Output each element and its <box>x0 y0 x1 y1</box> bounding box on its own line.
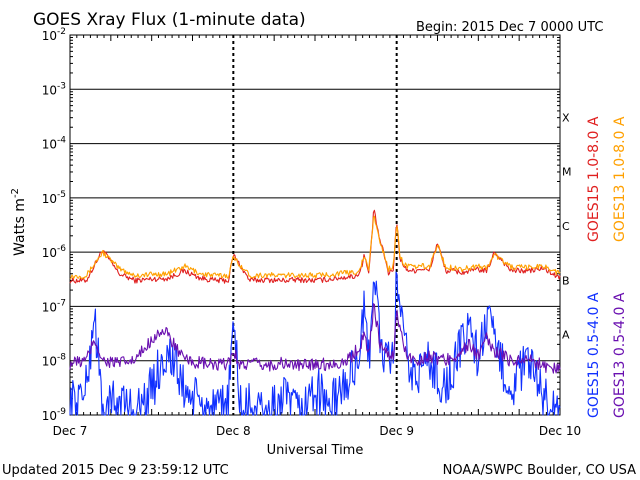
y-tick-label: 10-4 <box>42 136 67 152</box>
x-axis-ticks: Dec 7 Dec 8 Dec 9 Dec 10 <box>53 35 581 438</box>
y-tick-label: 10-9 <box>42 407 67 423</box>
y-tick-label: 10-3 <box>42 81 66 97</box>
x-tick-label: Dec 8 <box>216 424 251 438</box>
series-group <box>69 209 561 416</box>
x-axis-label: Universal Time <box>267 443 364 458</box>
y-tick-base: 10 <box>42 83 57 97</box>
y-tick-exp: -7 <box>57 298 66 308</box>
legend-goes13-long: GOES13 1.0-8.0 A <box>612 116 628 242</box>
y-tick-label: 10-2 <box>42 27 66 43</box>
x-tick-label: Dec 10 <box>539 424 581 438</box>
grid <box>70 35 560 415</box>
y-tick-base: 10 <box>42 300 57 314</box>
y-tick-exp: -6 <box>57 244 66 254</box>
flare-class-label: A <box>562 329 570 342</box>
y-tick-label: 10-6 <box>42 244 67 260</box>
flare-class-label: M <box>562 166 572 179</box>
y-tick-base: 10 <box>42 355 57 369</box>
y-tick-exp: -4 <box>57 136 66 146</box>
flare-class-label: C <box>562 220 570 233</box>
updated-time: Updated 2015 Dec 9 23:59:12 UTC <box>2 463 229 478</box>
y-tick-exp: -3 <box>57 81 66 91</box>
x-tick-label: Dec 9 <box>379 424 414 438</box>
y-tick-base: 10 <box>42 29 57 43</box>
y-tick-base: 10 <box>42 138 57 152</box>
flare-class-labels: X M C B A <box>562 111 572 341</box>
legend-goes15-short: GOES15 0.5-4.0 A <box>586 292 602 418</box>
series-line-4 <box>69 303 561 374</box>
chart-title: GOES Xray Flux (1-minute data) <box>33 10 306 30</box>
flare-class-label: X <box>562 111 570 124</box>
y-tick-label: 10-5 <box>42 190 66 206</box>
legend-goes13-short: GOES13 0.5-4.0 A <box>612 292 628 418</box>
y-axis-label-text: Watts m <box>12 198 28 256</box>
y-axis-label-exp: -2 <box>10 188 21 198</box>
y-tick-base: 10 <box>42 192 57 206</box>
y-axis-ticks: 10-210-310-410-510-610-710-810-9 <box>42 27 560 423</box>
y-tick-base: 10 <box>42 409 57 423</box>
x-tick-label: Dec 7 <box>53 424 88 438</box>
y-axis-label: Watts m-2 <box>10 188 28 256</box>
begin-time: Begin: 2015 Dec 7 0000 UTC <box>416 20 603 35</box>
y-tick-exp: -8 <box>57 353 66 363</box>
plot-area <box>69 34 561 416</box>
y-tick-exp: -2 <box>57 27 66 37</box>
y-tick-label: 10-7 <box>42 298 66 314</box>
series-line-3 <box>69 271 561 416</box>
legend-goes15-long: GOES15 1.0-8.0 A <box>586 116 602 242</box>
y-tick-exp: -5 <box>57 190 66 200</box>
credit: NOAA/SWPC Boulder, CO USA <box>443 463 636 478</box>
y-tick-label: 10-8 <box>42 353 67 369</box>
y-tick-base: 10 <box>42 246 57 260</box>
legend: GOES15 1.0-8.0 A GOES13 1.0-8.0 A GOES15… <box>586 116 628 418</box>
series-line-1 <box>69 209 561 284</box>
series-line-2 <box>69 215 561 280</box>
y-tick-exp: -9 <box>57 407 66 417</box>
flare-class-label: B <box>562 274 570 287</box>
